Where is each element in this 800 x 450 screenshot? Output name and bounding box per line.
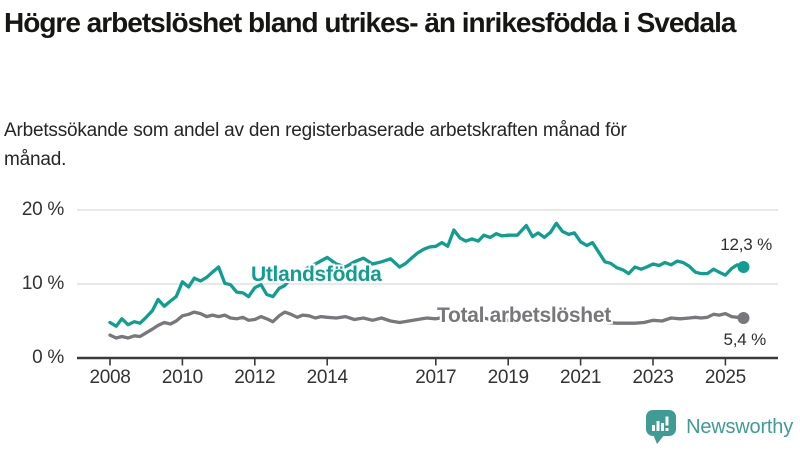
x-axis-label: 2014: [306, 367, 348, 388]
series-label-total-arbetsloshet: Total arbetslöshet: [437, 304, 611, 327]
x-axis-label: 2012: [234, 367, 276, 388]
newsworthy-logo-text: Newsworthy: [686, 415, 793, 438]
chart-subtitle: Arbetssökande som andel av den registerb…: [4, 120, 627, 171]
series-label-utlandsfodda: Utlandsfödda: [251, 263, 382, 286]
y-axis-label: 0 %: [32, 347, 64, 368]
x-axis-label: 2017: [415, 367, 457, 388]
chart-title: Högre arbetslöshet bland utrikes- än inr…: [4, 7, 736, 38]
series-end-dot: [737, 312, 750, 325]
x-axis-label: 2025: [704, 367, 746, 388]
x-axis-label: 2008: [89, 367, 131, 388]
x-axis-label: 2023: [632, 367, 674, 388]
x-axis-label: 2021: [560, 367, 602, 388]
x-axis-label: 2010: [161, 367, 203, 388]
y-axis-label: 10 %: [21, 273, 64, 294]
x-axis-label: 2019: [487, 367, 529, 388]
series-end-dot: [737, 260, 750, 273]
series-line: [108, 307, 746, 340]
newsworthy-logo[interactable]: Newsworthy: [645, 409, 793, 445]
y-axis-label: 20 %: [21, 199, 64, 220]
bar-chart-speech-bubble-icon: [646, 410, 677, 444]
end-value-total-arbetsloshet: 5,4 %: [723, 330, 767, 349]
series-line: [108, 221, 746, 328]
end-value-utlandsfodda: 12,3 %: [720, 235, 772, 254]
